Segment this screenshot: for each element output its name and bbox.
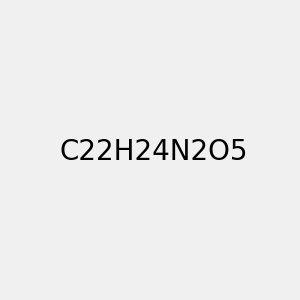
Text: C22H24N2O5: C22H24N2O5 xyxy=(59,137,248,166)
